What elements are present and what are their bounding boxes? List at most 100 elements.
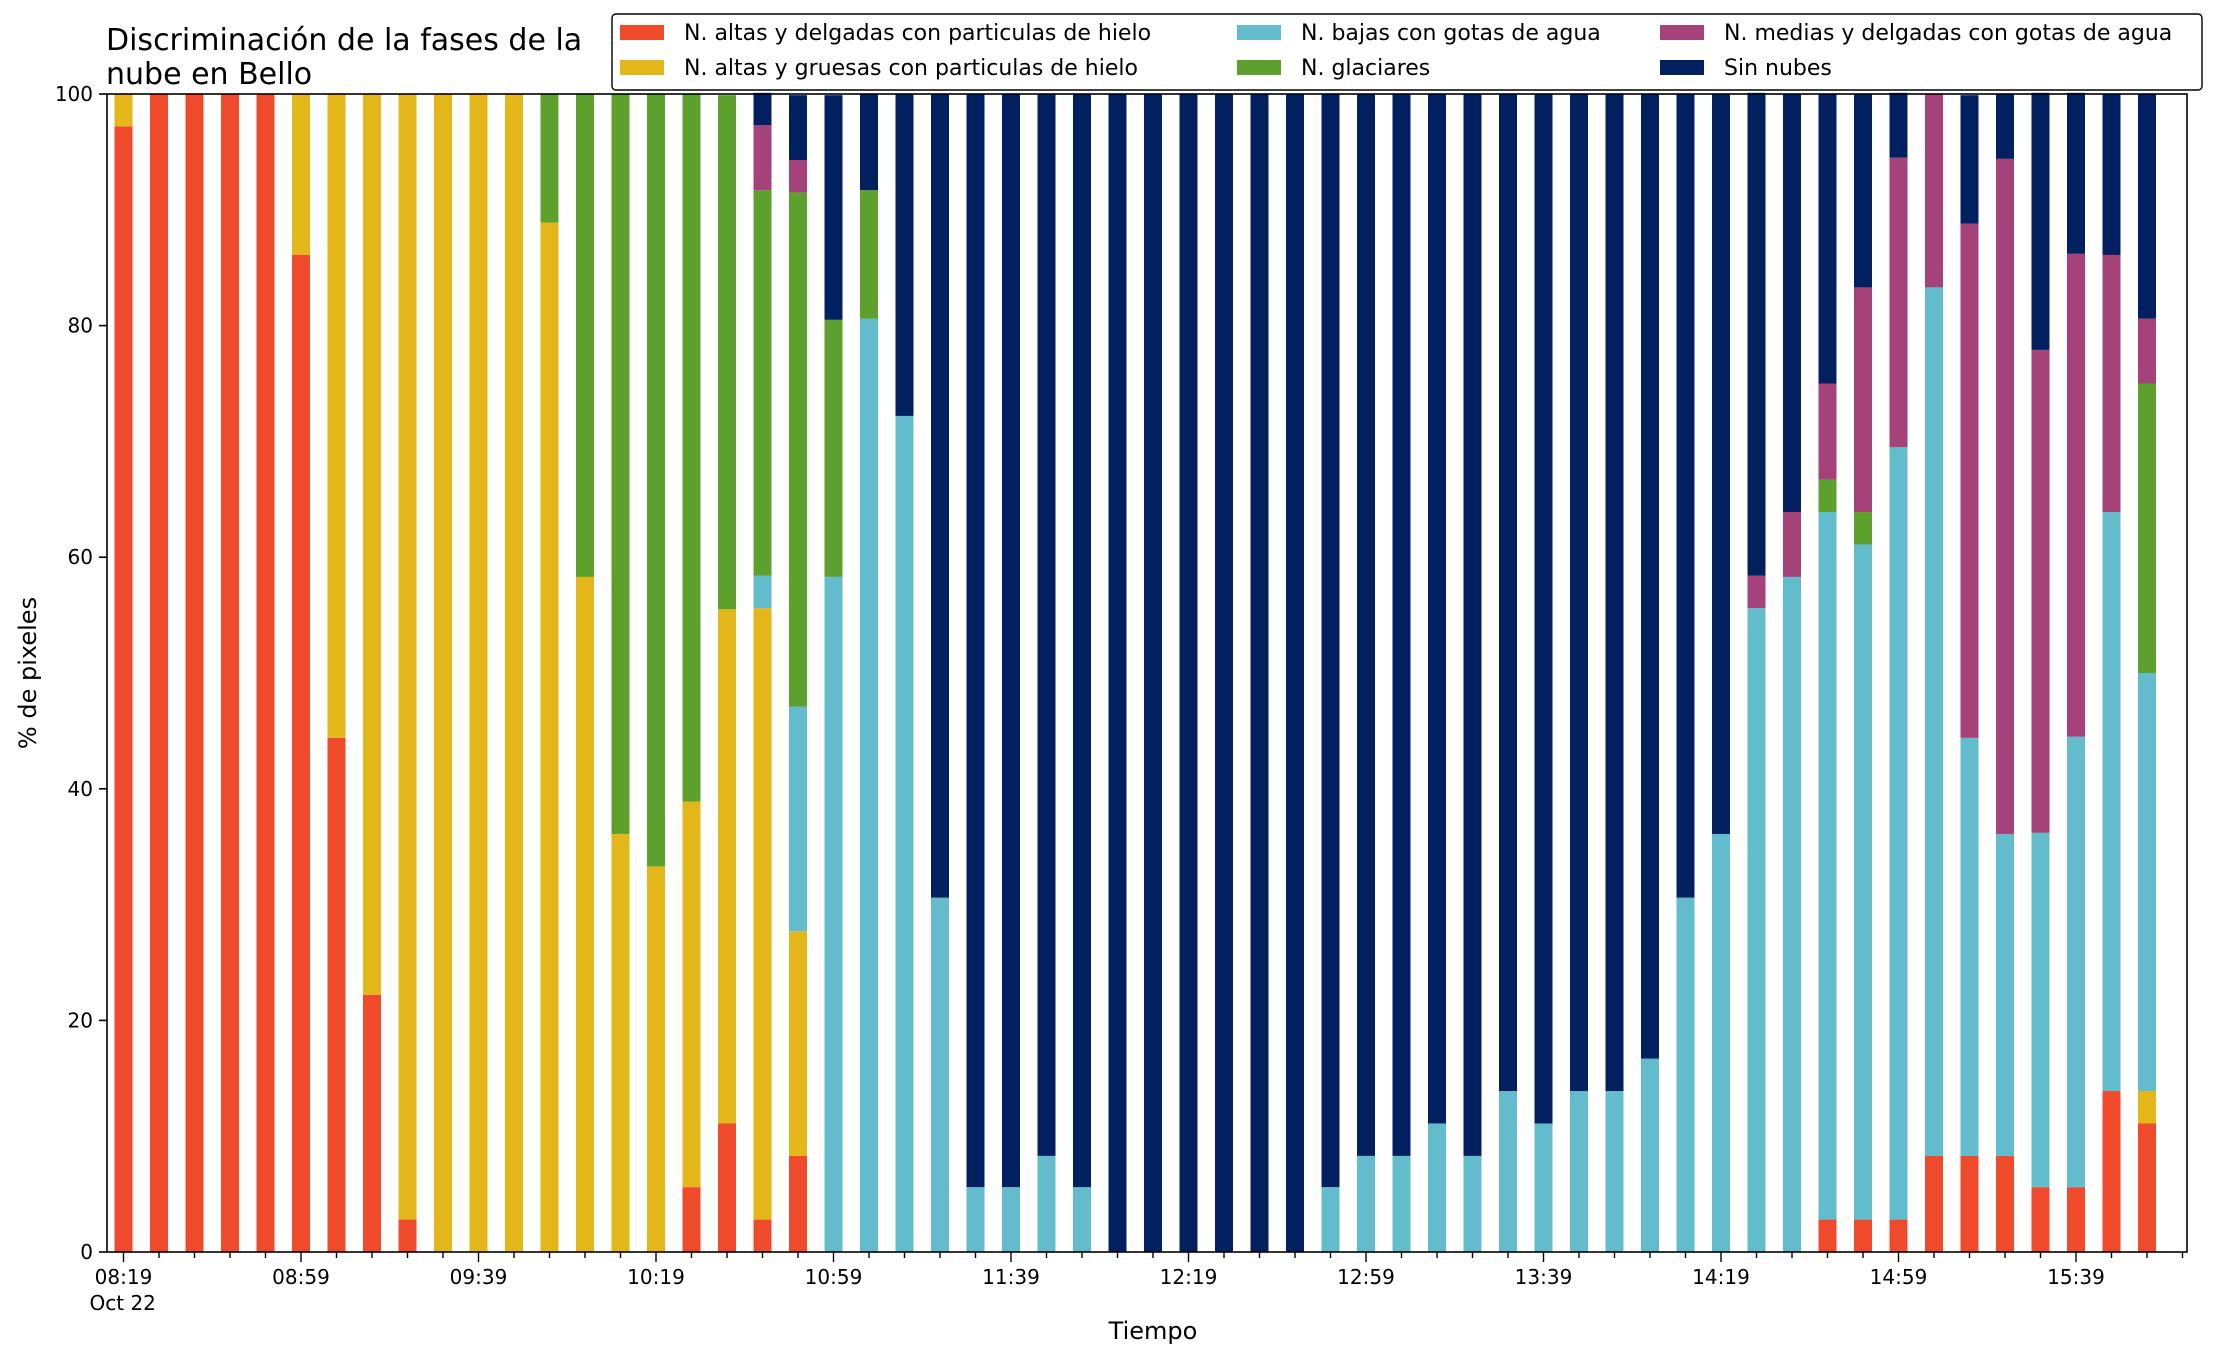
x-tick-label-11: 15:39 <box>2047 1265 2105 1289</box>
bar-segment-48-s0 <box>1819 1220 1837 1252</box>
bar-segment-50-s0 <box>1890 1220 1908 1252</box>
bar-segment-17-s3 <box>718 95 736 609</box>
bar-segment-50-s5 <box>1890 93 1908 158</box>
bar-segment-55-s5 <box>2067 93 2085 254</box>
bar-segment-47-s2 <box>1783 577 1801 1252</box>
bar-segment-21-s5 <box>860 94 878 190</box>
bar-segment-9-s1 <box>434 94 452 1252</box>
x-tick-sublabel: Oct 22 <box>90 1291 156 1315</box>
bar-segment-28-s5 <box>1109 94 1127 1252</box>
bar-segment-21-s2 <box>860 319 878 1252</box>
bar-segment-4-s0 <box>257 94 275 1252</box>
bar-segment-2-s0 <box>186 94 204 1252</box>
bar-segment-47-s4 <box>1783 512 1801 577</box>
legend-label-3: N. glaciares <box>1301 56 1430 81</box>
bar-segment-6-s0 <box>328 738 346 1252</box>
bar-segment-14-s3 <box>612 94 630 834</box>
bar-segment-44-s2 <box>1677 898 1695 1252</box>
bar-segment-0-s1 <box>115 94 133 126</box>
bar-segment-20-s3 <box>825 320 843 577</box>
bar-segment-38-s2 <box>1464 1156 1482 1252</box>
bar-segment-18-s1 <box>754 608 772 1219</box>
bar-segment-41-s2 <box>1570 1091 1588 1252</box>
chart-title-line-1: Discriminación de la fases de la <box>106 23 582 58</box>
bar-segment-15-s3 <box>647 94 665 866</box>
bar-segment-19-s2 <box>789 707 807 932</box>
bar-segment-12-s1 <box>541 223 559 1252</box>
y-tick-label-2: 40 <box>68 777 93 801</box>
bar-segment-14-s1 <box>612 834 630 1252</box>
bar-segment-38-s5 <box>1464 94 1482 1156</box>
y-tick-label-3: 60 <box>68 545 93 569</box>
bar-segment-55-s2 <box>2067 737 2085 1187</box>
bar-segment-18-s4 <box>754 125 772 190</box>
bar-segment-6-s1 <box>328 94 346 738</box>
bar-segment-18-s3 <box>754 190 772 576</box>
legend-swatch-3 <box>1237 60 1281 75</box>
bars-layer <box>115 93 2157 1252</box>
bar-segment-54-s0 <box>2032 1187 2050 1252</box>
legend-label-1: N. altas y gruesas con particulas de hie… <box>684 56 1138 81</box>
bar-segment-35-s2 <box>1357 1156 1375 1252</box>
bar-segment-18-s2 <box>754 576 772 608</box>
bar-segment-53-s0 <box>1996 1156 2014 1252</box>
bar-segment-57-s0 <box>2138 1123 2156 1252</box>
bar-segment-48-s4 <box>1819 384 1837 480</box>
bar-segment-53-s5 <box>1996 94 2014 159</box>
bar-segment-49-s4 <box>1854 287 1872 512</box>
bar-segment-26-s2 <box>1038 1156 1056 1252</box>
bar-segment-24-s5 <box>967 94 985 1187</box>
bar-segment-35-s5 <box>1357 94 1375 1156</box>
legend-label-2: N. bajas con gotas de agua <box>1301 21 1601 46</box>
bar-segment-25-s5 <box>1002 94 1020 1187</box>
legend-label-4: N. medias y delgadas con gotas de agua <box>1724 21 2172 46</box>
x-tick-label-10: 14:59 <box>1870 1265 1928 1289</box>
bar-segment-57-s5 <box>2138 94 2156 319</box>
bar-segment-22-s2 <box>896 416 914 1252</box>
bar-segment-19-s4 <box>789 160 807 192</box>
bar-segment-52-s0 <box>1961 1156 1979 1252</box>
bar-segment-27-s5 <box>1073 94 1091 1187</box>
bar-segment-30-s5 <box>1180 94 1198 1252</box>
bar-segment-12-s3 <box>541 94 559 223</box>
bar-segment-18-s5 <box>754 93 772 125</box>
legend-swatch-0 <box>620 25 664 40</box>
bar-segment-55-s4 <box>2067 254 2085 737</box>
bar-segment-52-s2 <box>1961 738 1979 1156</box>
bar-segment-48-s2 <box>1819 512 1837 1220</box>
bar-segment-56-s0 <box>2103 1091 2121 1252</box>
bar-segment-36-s2 <box>1393 1156 1411 1252</box>
bar-segment-57-s2 <box>2138 673 2156 1091</box>
bar-segment-43-s2 <box>1641 1059 1659 1252</box>
legend-swatch-1 <box>620 60 664 75</box>
bar-segment-49-s0 <box>1854 1220 1872 1252</box>
x-tick-label-5: 11:39 <box>982 1265 1040 1289</box>
bar-segment-40-s2 <box>1535 1123 1553 1252</box>
bar-segment-5-s1 <box>292 94 310 255</box>
bar-segment-37-s2 <box>1428 1123 1446 1252</box>
legend-label-5: Sin nubes <box>1724 56 1832 81</box>
bar-segment-43-s5 <box>1641 94 1659 1059</box>
bar-segment-50-s4 <box>1890 158 1908 448</box>
bar-segment-52-s4 <box>1961 224 1979 738</box>
bar-segment-31-s5 <box>1215 94 1233 1252</box>
legend-swatch-4 <box>1660 25 1704 40</box>
bar-segment-19-s3 <box>789 192 807 706</box>
bar-segment-45-s5 <box>1712 94 1730 834</box>
bar-segment-16-s1 <box>683 802 701 1188</box>
bar-segment-23-s2 <box>931 898 949 1252</box>
bar-segment-13-s1 <box>576 577 594 1252</box>
bar-segment-54-s5 <box>2032 93 2050 350</box>
bar-segment-48-s5 <box>1819 94 1837 384</box>
bar-segment-20-s5 <box>825 95 843 320</box>
bar-segment-16-s3 <box>683 94 701 802</box>
bar-segment-56-s2 <box>2103 512 2121 1091</box>
bar-segment-17-s0 <box>718 1123 736 1252</box>
bar-segment-46-s2 <box>1748 608 1766 1252</box>
bar-segment-36-s5 <box>1393 94 1411 1156</box>
bar-segment-50-s2 <box>1890 447 1908 1219</box>
bar-segment-16-s0 <box>683 1187 701 1252</box>
